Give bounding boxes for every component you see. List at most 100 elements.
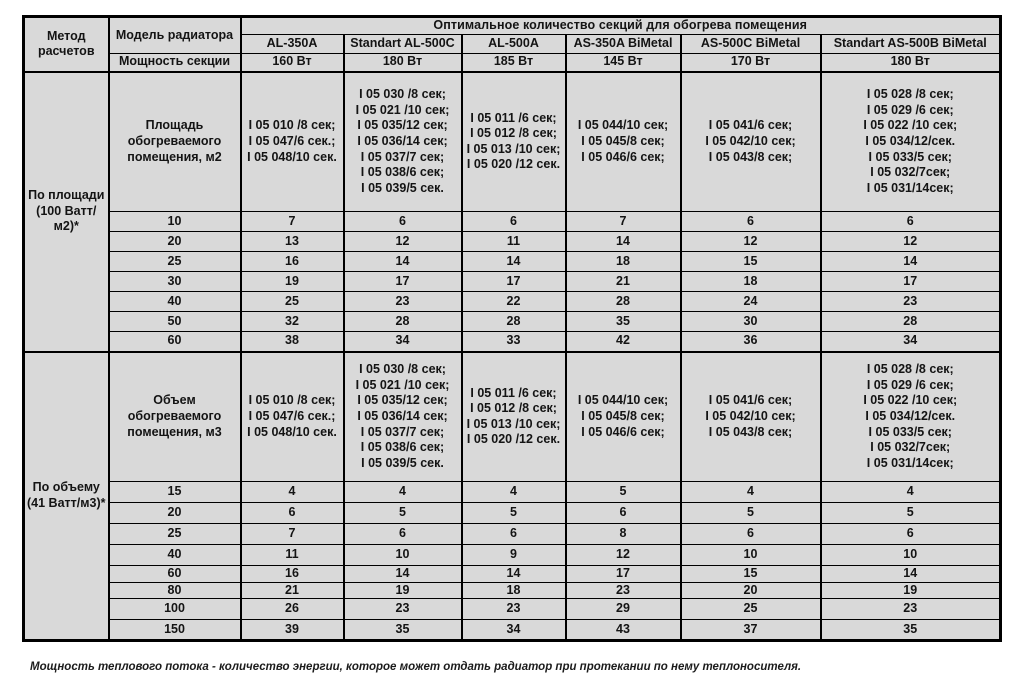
section-count-cell: 10 [819, 544, 1002, 566]
article-line: I 05 036/14 сек; [357, 133, 448, 148]
section-count-cell: 23 [460, 598, 567, 621]
section-count-cell: 12 [342, 231, 463, 252]
section-count-cell: 33 [460, 331, 567, 352]
article-line: I 05 030 /8 сек; [359, 362, 446, 377]
section-count-cell: 19 [819, 581, 1002, 600]
article-line: I 05 021 /10 сек; [355, 377, 450, 392]
article-list-cell: I 05 030 /8 сек; I 05 021 /10 сек; I 05 03… [342, 350, 463, 482]
section-count-cell: 5 [819, 502, 1002, 524]
article-line: I 05 037/7 сек; [360, 424, 445, 439]
article-line: I 05 029 /6 сек; [866, 377, 954, 392]
section-count-cell: 35 [819, 619, 1002, 642]
article-list-cell: I 05 041/6 сек; I 05 042/10 сек; I 05 043/… [679, 350, 822, 482]
model-name-cell: AS-350A BiMetal [564, 34, 682, 54]
section-count-cell: 28 [342, 311, 463, 332]
section-count-cell: 24 [679, 291, 822, 312]
article-line: I 05 012 /8 сек; [470, 401, 557, 416]
article-list-cell: I 05 028 /8 сек; I 05 029 /6 сек; I 05 022… [819, 350, 1002, 482]
radiator-sections-table: Метод расчетов Модель радиатора Оптимально… [22, 15, 1002, 643]
article-line: I 05 022 /10 сек; [863, 118, 958, 133]
section-count-cell: 6 [342, 211, 463, 232]
section-count-cell: 34 [342, 331, 463, 352]
article-line: I 05 041/6 сек; [708, 118, 793, 133]
section-count-cell: 4 [819, 481, 1002, 503]
model-name-cell: AL-500A [460, 34, 567, 54]
article-line: I 05 048/10 сек. [247, 424, 337, 439]
article-line: I 05 032/7сек; [870, 165, 951, 180]
section-count-cell: 20 [679, 581, 822, 600]
article-list-cell: I 05 041/6 сек; I 05 042/10 сек; I 05 043/… [679, 70, 822, 212]
article-line: I 05 033/5 сек; [868, 149, 952, 164]
section-count-cell: 8 [564, 523, 682, 545]
section-count-cell: 19 [239, 271, 345, 292]
article-line: I 05 010 /8 сек; [248, 118, 336, 133]
section-count-cell: 6 [460, 211, 567, 232]
article-line: I 05 038/6 сек; [360, 165, 445, 180]
size-cell: 40 [107, 544, 242, 566]
table-title-cell: Оптимальное количество секций для обогре… [239, 16, 1002, 35]
article-line: I 05 031/14сек; [866, 180, 954, 195]
section-count-cell: 26 [239, 598, 345, 621]
section-count-cell: 6 [239, 502, 345, 524]
section-count-cell: 23 [564, 581, 682, 600]
model-name-cell: AL-350A [239, 34, 345, 54]
section-count-cell: 36 [679, 331, 822, 352]
article-list-cell: I 05 010 /8 сек; I 05 047/6 сек.; I 05 048… [239, 70, 345, 212]
section-count-cell: 32 [239, 311, 345, 332]
section-count-cell: 14 [460, 565, 567, 583]
article-line: I 05 039/5 сек. [361, 180, 444, 195]
section-count-cell: 14 [342, 251, 463, 272]
section-count-cell: 17 [564, 565, 682, 583]
article-line: I 05 013 /10 сек; [466, 416, 561, 431]
section-count-cell: 11 [239, 544, 345, 566]
dimension-label-cell: Объем обогреваемого помещения, м3 [107, 350, 242, 482]
section-count-cell: 15 [679, 251, 822, 272]
article-line: I 05 046/6 сек; [581, 424, 665, 439]
size-cell: 20 [107, 502, 242, 524]
article-list-cell: I 05 011 /6 сек; I 05 012 /8 сек; I 05 013… [460, 350, 567, 482]
article-line: I 05 043/8 сек; [708, 424, 793, 439]
section-count-cell: 18 [564, 251, 682, 272]
section-count-cell: 12 [564, 544, 682, 566]
article-list-cell: I 05 010 /8 сек; I 05 047/6 сек.; I 05 048… [239, 350, 345, 482]
article-line: I 05 044/10 сек; [577, 118, 669, 133]
article-line: I 05 033/5 сек; [868, 424, 952, 439]
dimension-label-cell: Площадь обогреваемого помещения, м2 [107, 70, 242, 212]
section-count-cell: 25 [679, 598, 822, 621]
section-count-cell: 6 [819, 523, 1002, 545]
section-count-cell: 16 [239, 565, 345, 583]
section-count-cell: 6 [564, 502, 682, 524]
section-count-cell: 14 [564, 231, 682, 252]
section-count-cell: 38 [239, 331, 345, 352]
section-count-cell: 21 [239, 581, 345, 600]
article-list-cell: I 05 044/10 сек; I 05 045/8 сек; I 05 046/… [564, 70, 682, 212]
size-cell: 15 [107, 481, 242, 503]
footnote: Мощность теплового потока - количество э… [30, 661, 802, 673]
power-value-cell: 170 Вт [679, 53, 822, 72]
article-line: I 05 046/6 сек; [581, 149, 665, 164]
section-count-cell: 5 [460, 502, 567, 524]
size-cell: 150 [107, 619, 242, 642]
article-line: I 05 047/6 сек.; [248, 408, 336, 423]
section-count-cell: 4 [460, 481, 567, 503]
section-count-cell: 17 [460, 271, 567, 292]
model-name-cell: Standart AL-500C [342, 34, 463, 54]
section-count-cell: 17 [342, 271, 463, 292]
method-cell: По площади (100 Ватт/м2)* [22, 70, 110, 352]
section-count-cell: 19 [342, 581, 463, 600]
section-count-cell: 10 [679, 544, 822, 566]
section-count-cell: 29 [564, 598, 682, 621]
section-count-cell: 30 [679, 311, 822, 332]
article-line: I 05 020 /12 сек. [466, 157, 561, 172]
section-count-cell: 35 [564, 311, 682, 332]
section-count-cell: 4 [679, 481, 822, 503]
article-line: I 05 031/14сек; [866, 455, 954, 470]
section-count-cell: 43 [564, 619, 682, 642]
article-line: I 05 011 /6 сек; [470, 385, 557, 400]
article-line: I 05 035/12 сек; [357, 118, 448, 133]
article-line: I 05 043/8 сек; [708, 149, 793, 164]
section-count-cell: 23 [342, 291, 463, 312]
size-cell: 25 [107, 523, 242, 545]
section-count-cell: 18 [460, 581, 567, 600]
section-count-cell: 15 [679, 565, 822, 583]
